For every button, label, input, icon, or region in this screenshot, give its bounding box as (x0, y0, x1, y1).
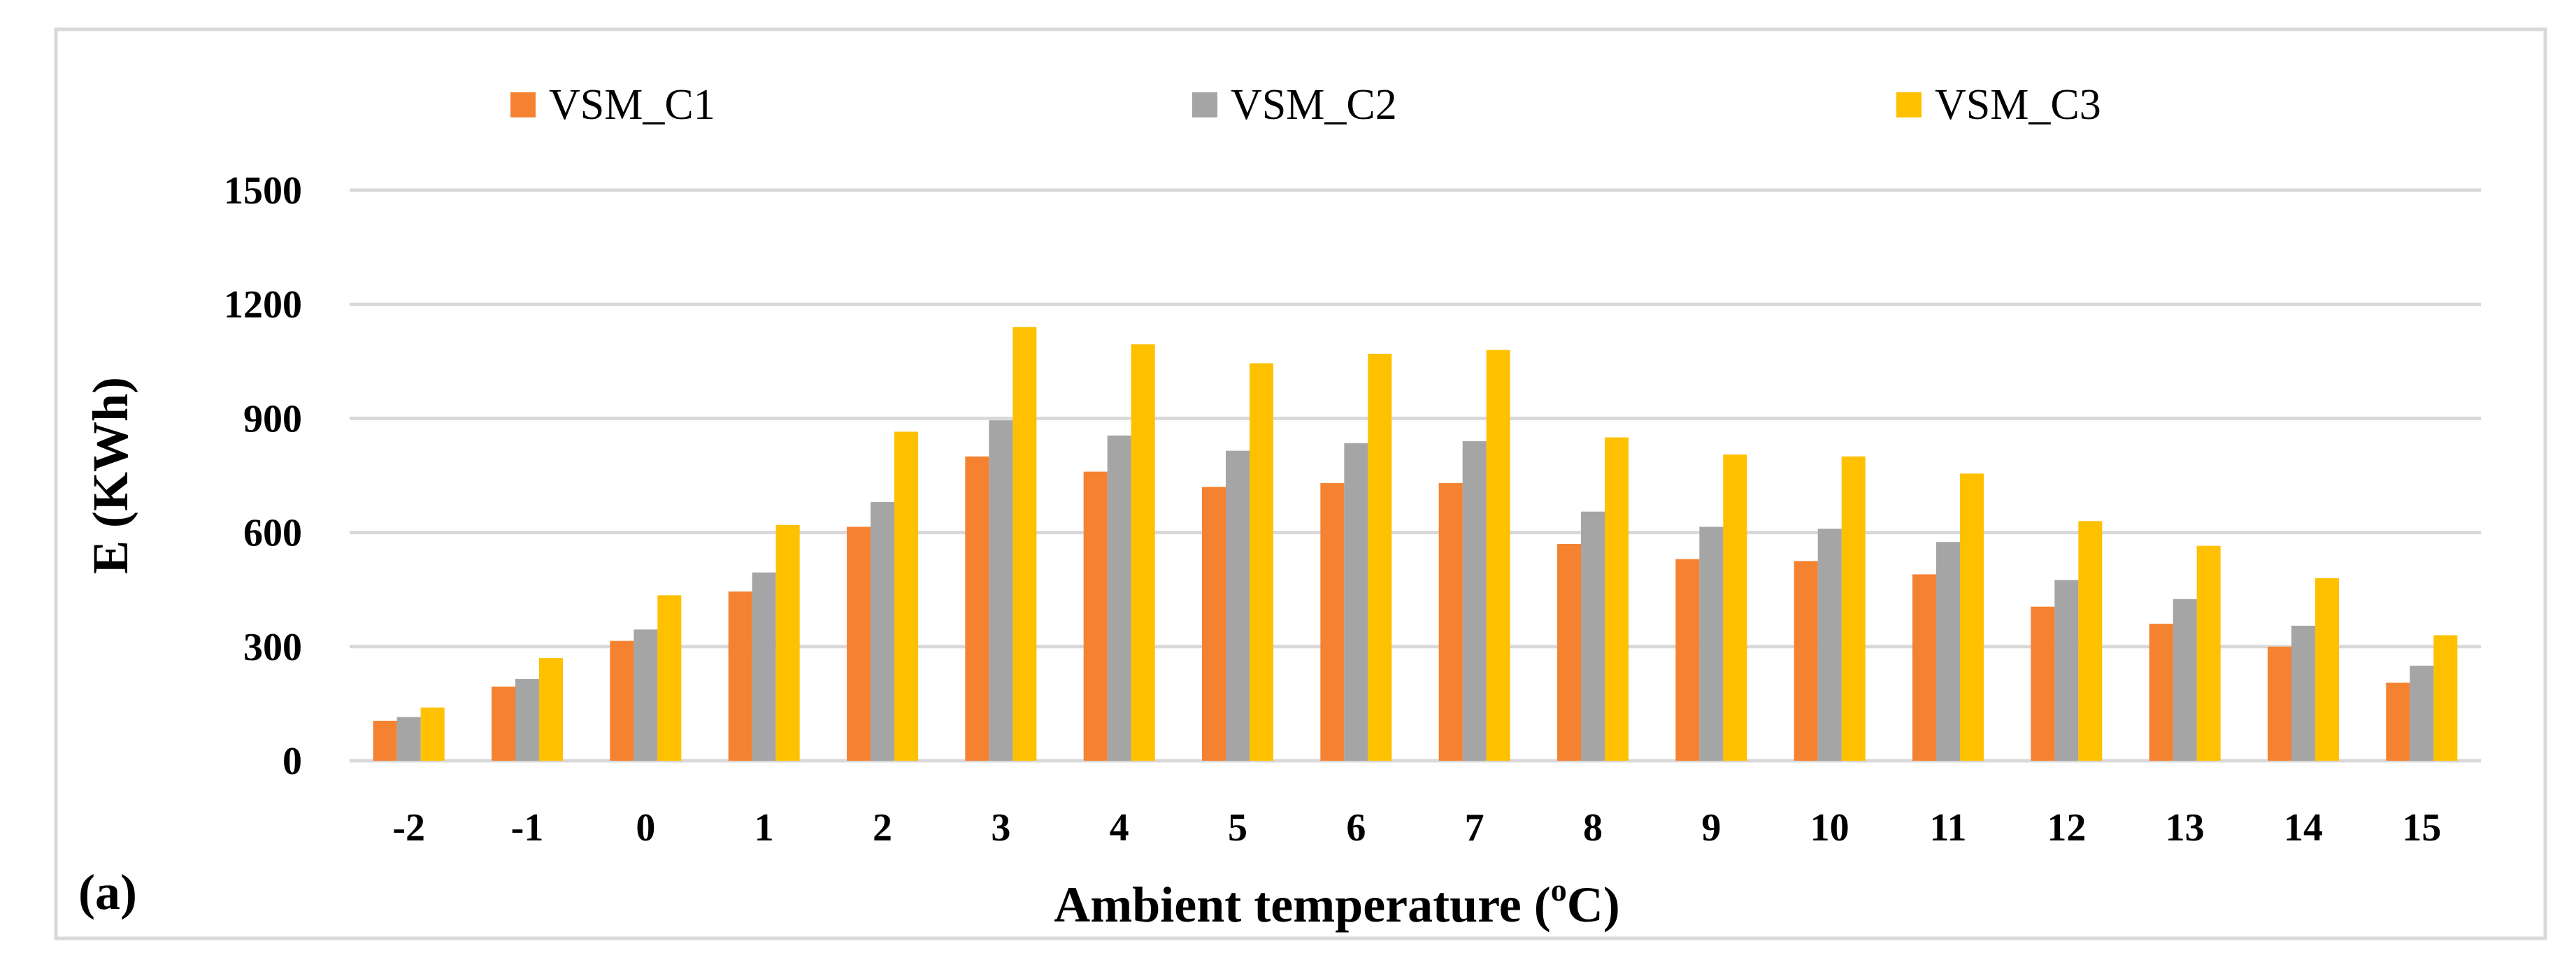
x-tick-label: 15 (2402, 806, 2441, 850)
bar-vsm-c1 (1557, 543, 1581, 761)
bar-vsm-c2 (871, 502, 894, 761)
y-axis-title: E (KWh) (83, 377, 138, 574)
legend-swatch-vsm-c3 (1896, 92, 1922, 117)
bar-vsm-c1 (2386, 682, 2410, 761)
x-tick-label: 14 (2284, 806, 2323, 850)
bar-vsm-c1 (1675, 559, 1700, 761)
bar-vsm-c1 (1202, 487, 1226, 761)
bar-vsm-c3 (539, 658, 563, 761)
bar-vsm-c3 (1486, 350, 1510, 761)
bar-vsm-c3 (775, 524, 800, 761)
bar-vsm-c3 (1605, 437, 1629, 761)
bar-vsm-c3 (2196, 545, 2221, 761)
bar-vsm-c1 (1083, 471, 1108, 761)
bar-vsm-c3 (1131, 344, 1155, 761)
x-tick-label: 9 (1701, 806, 1721, 850)
bar-vsm-c2 (1107, 435, 1131, 761)
bar-vsm-c2 (1226, 450, 1250, 761)
bar-vsm-c2 (989, 420, 1013, 761)
gridlines (350, 188, 2481, 763)
bar-vsm-c3 (1723, 454, 1747, 761)
y-tick-label: 1200 (224, 283, 302, 327)
y-tick-label: 0 (282, 740, 302, 783)
panel-label: (a) (78, 864, 137, 920)
bar-vsm-c2 (1817, 529, 1842, 761)
x-tick-label: 3 (991, 806, 1010, 850)
bar-vsm-c2 (396, 717, 421, 761)
bar-vsm-c2 (1462, 441, 1487, 761)
x-tick-label: 8 (1583, 806, 1603, 850)
bar-vsm-c2 (1344, 443, 1368, 761)
x-tick-label: 5 (1228, 806, 1247, 850)
legend-label-vsm-c3: VSM_C3 (1935, 81, 2101, 129)
bar-vsm-c2 (1581, 511, 1605, 761)
bar-vsm-c3 (1841, 456, 1866, 761)
x-tick-label: 13 (2166, 806, 2205, 850)
legend-label-vsm-c2: VSM_C2 (1231, 81, 1397, 129)
bar-vsm-c1 (1794, 561, 1818, 761)
bar-vsm-c1 (373, 720, 397, 761)
x-axis-title: Ambient temperature (oC) (1054, 872, 1619, 933)
x-axis-title-end: C) (1567, 877, 1620, 933)
legend: VSM_C1 VSM_C2 VSM_C3 (510, 81, 2101, 129)
x-tick-label: 2 (873, 806, 892, 850)
bar-vsm-c2 (1936, 542, 1960, 761)
y-tick-label: 1500 (224, 169, 302, 213)
bar-vsm-c1 (1912, 574, 1936, 761)
legend-label-vsm-c1: VSM_C1 (549, 81, 715, 129)
y-tick-label: 900 (243, 397, 302, 441)
bar-vsm-c1 (492, 686, 515, 761)
x-tick-label: 6 (1346, 806, 1366, 850)
bar-vsm-c1 (1438, 482, 1463, 761)
bar-vsm-c1 (2268, 646, 2291, 761)
bar-vsm-c2 (2173, 599, 2197, 761)
bar-vsm-c3 (420, 707, 445, 761)
x-tick-labels: -2 -1 0 1 2 3 4 5 6 7 8 9 10 11 12 13 14 15 (392, 806, 2441, 850)
x-tick-label: 4 (1110, 806, 1129, 850)
bar-vsm-c2 (1699, 527, 1724, 761)
bar-vsm-c1 (2031, 606, 2055, 761)
bar-vsm-c3 (1012, 327, 1037, 761)
bar-vsm-c3 (894, 431, 918, 761)
x-tick-label: 12 (2047, 806, 2086, 850)
bar-vsm-c1 (847, 527, 871, 761)
bar-vsm-c1 (965, 456, 989, 761)
x-tick-label: -1 (511, 806, 544, 850)
bar-vsm-c1 (2149, 624, 2173, 761)
x-tick-label: 1 (754, 806, 774, 850)
bar-vsm-c2 (2410, 666, 2434, 761)
y-tick-label: 300 (243, 626, 302, 669)
bar-vsm-c3 (2315, 578, 2339, 761)
bar-vsm-c2 (2291, 625, 2315, 761)
bar-vsm-c3 (1250, 363, 1273, 761)
x-axis-title-sup: o (1551, 872, 1567, 908)
y-tick-label: 600 (243, 512, 302, 555)
x-tick-label: 0 (636, 806, 655, 850)
x-tick-label: 10 (1810, 806, 1849, 850)
bar-vsm-c2 (634, 629, 658, 761)
x-axis-title-main: Ambient temperature ( (1054, 877, 1550, 933)
bar-vsm-c2 (2054, 580, 2079, 761)
bar-vsm-c2 (752, 572, 776, 761)
bar-vsm-c3 (2078, 521, 2103, 761)
bars (373, 327, 2458, 761)
bar-vsm-c1 (728, 591, 752, 761)
legend-swatch-vsm-c1 (510, 92, 536, 117)
x-tick-label: 7 (1465, 806, 1484, 850)
bar-vsm-c3 (657, 595, 682, 761)
x-tick-label: -2 (392, 806, 425, 850)
chart-frame (54, 27, 2547, 940)
bar-vsm-c3 (2433, 635, 2458, 761)
legend-swatch-vsm-c2 (1192, 92, 1217, 117)
bar-vsm-c1 (1320, 482, 1345, 761)
x-tick-label: 11 (1930, 806, 1967, 850)
bar-vsm-c3 (1960, 473, 1984, 761)
bar-vsm-c2 (515, 679, 539, 761)
bar-vsm-c1 (610, 640, 634, 761)
y-tick-labels: 0 300 600 900 1200 1500 (224, 169, 302, 783)
bar-vsm-c3 (1368, 353, 1392, 761)
